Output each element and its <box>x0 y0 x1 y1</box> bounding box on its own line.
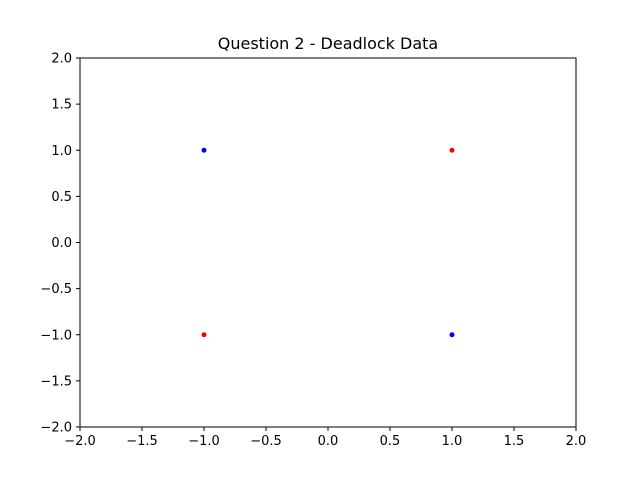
y-tick-label: −1.5 <box>40 374 72 389</box>
y-tick-label: 1.0 <box>51 144 72 159</box>
x-tick-label: 1.0 <box>442 434 463 449</box>
x-tick-label: 2.0 <box>566 434 587 449</box>
y-tick-label: 0.0 <box>51 236 72 251</box>
y-tick-label: −1.0 <box>40 328 72 343</box>
y-tick-label: 1.5 <box>51 98 72 113</box>
x-tick-label: 0.5 <box>380 434 401 449</box>
y-tick-label: 2.0 <box>51 52 72 67</box>
x-tick-label: −1.5 <box>126 434 158 449</box>
x-tick-label: −1.0 <box>188 434 220 449</box>
data-point <box>449 332 455 338</box>
data-point <box>201 332 207 338</box>
axis-ticks: −2.0 −1.5 −1.0 −0.5 0.0 0.5 1.0 1.5 2.0 −2.0 −1.5 −… <box>40 52 586 450</box>
x-tick-label: 0.0 <box>318 434 339 449</box>
plot-area-frame <box>79 57 577 428</box>
y-tick-label: 0.5 <box>51 190 72 205</box>
x-tick-label: −2.0 <box>64 434 96 449</box>
data-points <box>201 147 455 338</box>
x-tick-label: −0.5 <box>250 434 282 449</box>
y-tick-label: −2.0 <box>40 421 72 436</box>
data-point <box>201 147 207 153</box>
y-tick-label: −0.5 <box>40 282 72 297</box>
chart-title: Question 2 - Deadlock Data <box>218 34 438 53</box>
x-tick-label: 1.5 <box>504 434 525 449</box>
data-point <box>449 147 455 153</box>
